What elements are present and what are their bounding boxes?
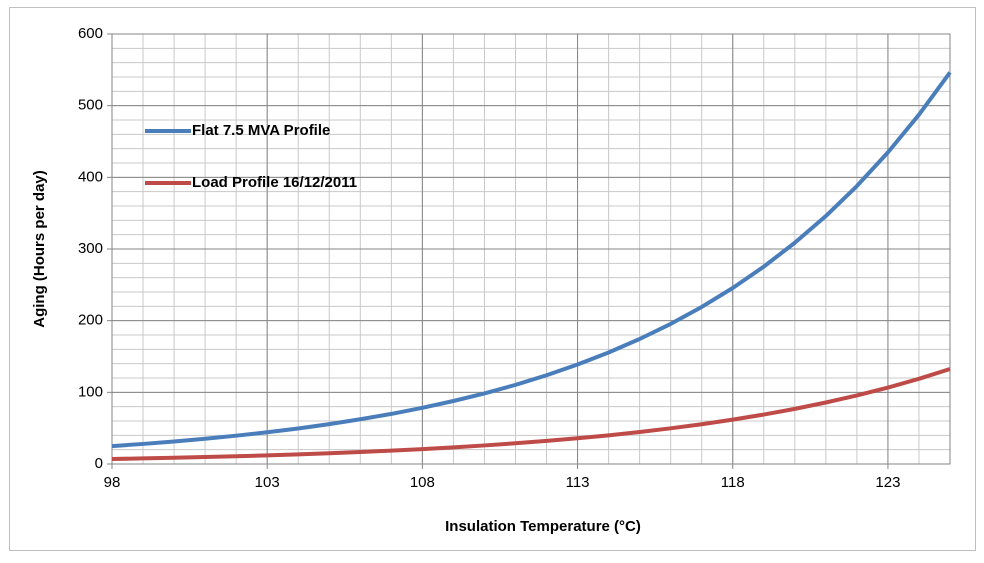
y-tick-label: 0	[95, 455, 103, 472]
chart-frame	[9, 7, 976, 551]
x-tick-label: 118	[721, 474, 745, 491]
x-tick-label: 103	[255, 474, 280, 491]
x-tick-label: 113	[566, 474, 590, 491]
x-axis-title: Insulation Temperature (°C)	[445, 518, 641, 535]
y-tick-label: 300	[78, 240, 103, 257]
y-tick-label: 400	[78, 168, 103, 185]
plot-border	[111, 33, 951, 465]
x-tick-label: 98	[104, 474, 121, 491]
line-series	[111, 71, 952, 449]
y-tick-label: 100	[78, 383, 103, 400]
legend-text: Load Profile 16/12/2011	[192, 174, 357, 191]
y-tick-label: 600	[78, 25, 103, 42]
x-tick-label: 123	[875, 474, 900, 491]
y-axis-title: Aging (Hours per day)	[31, 170, 48, 328]
line-series	[111, 367, 951, 461]
legend-text: Flat 7.5 MVA Profile	[192, 122, 330, 139]
y-tick-label: 200	[78, 312, 103, 329]
x-tick-label: 108	[410, 474, 435, 491]
y-tick-label: 500	[78, 97, 103, 114]
plot-area: 98 103 108 113 118 123 0 100 200 300 400 500 600 Flat…	[78, 25, 952, 491]
